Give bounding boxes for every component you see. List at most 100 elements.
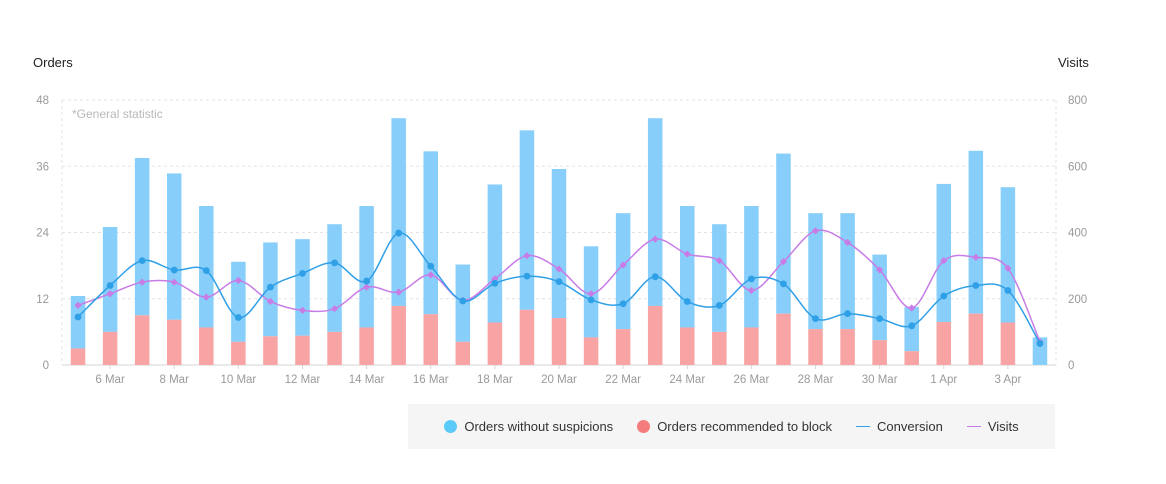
bar-orders-recommended-to-block (519, 309, 535, 365)
visits-point (170, 278, 178, 286)
visits-point (876, 266, 884, 274)
x-tick-label: 22 Mar (605, 374, 641, 386)
bar-orders-without-suspicions (936, 183, 952, 322)
bar-orders-recommended-to-block (70, 348, 86, 365)
legend: Orders without suspicions Orders recomme… (408, 404, 1055, 449)
conversion-point (1004, 287, 1012, 294)
visits-point (1004, 264, 1012, 272)
bar-orders-without-suspicions (808, 213, 823, 330)
conversion-point (202, 267, 210, 274)
purple-line-icon (966, 426, 981, 427)
bar-orders-recommended-to-block (102, 331, 118, 365)
bar-orders-recommended-to-block (199, 327, 214, 365)
legend-item-visits[interactable]: Visits (966, 419, 1019, 434)
conversion-point (972, 282, 980, 289)
conversion-point (780, 280, 787, 288)
visits-point (587, 290, 595, 298)
bar-orders-recommended-to-block (391, 305, 406, 365)
legend-label: Conversion (877, 419, 943, 434)
conversion-point (459, 297, 467, 305)
visits-point (555, 265, 563, 273)
visits-point (74, 301, 82, 309)
conversion-point (363, 277, 371, 285)
legend-label: Orders recommended to block (657, 419, 833, 434)
visits-point (972, 253, 980, 261)
conversion-point (940, 292, 948, 300)
bar-orders-recommended-to-block (968, 313, 984, 365)
y-left-tick-label: 24 (36, 228, 49, 240)
bar-orders-without-suspicions (487, 184, 503, 323)
bar-orders-without-suspicions (359, 206, 374, 328)
x-tick-label: 6 Mar (95, 374, 125, 386)
conversion-point (106, 282, 114, 289)
visits-point (651, 235, 659, 243)
bar-orders-recommended-to-block (776, 313, 791, 365)
x-tick-label: 14 Mar (349, 374, 385, 386)
bar-orders-recommended-to-block (872, 340, 887, 365)
visits-point (779, 258, 788, 266)
bar-orders-recommended-to-block (423, 314, 438, 365)
bar-orders-without-suspicions (70, 295, 86, 349)
legend-item-orders-recommended-to-block[interactable]: Orders recommended to block (637, 419, 832, 434)
bar-orders-recommended-to-block (166, 319, 182, 365)
bar-orders-without-suspicions (423, 151, 438, 315)
legend-label: Orders without suspicions (464, 419, 614, 434)
y-right-tick-label: 0 (1068, 360, 1074, 372)
conversion-point (523, 272, 531, 280)
bar-orders-recommended-to-block (359, 327, 374, 365)
conversion-point (844, 310, 851, 318)
y-right-tick-label: 200 (1068, 294, 1087, 306)
conversion-point (651, 273, 659, 281)
bar-orders-recommended-to-block (263, 336, 278, 365)
conversion-point (555, 278, 563, 286)
x-tick-label: 18 Mar (477, 374, 513, 386)
bar-orders-without-suspicions (551, 169, 567, 319)
blue-dot-icon (444, 420, 458, 433)
y-right-tick-label: 600 (1068, 161, 1087, 173)
combo-chart: 0 0 12 200 24 400 36 600 48 800 6 Mar 8 Mar 10 Mar 12… (33, 55, 1089, 386)
conversion-point (170, 266, 178, 274)
y-left-tick-label: 12 (36, 294, 49, 306)
bar-orders-recommended-to-block (647, 305, 663, 365)
bar-orders-without-suspicions (102, 226, 118, 332)
bar-orders-recommended-to-block (327, 331, 342, 365)
visits-point (843, 238, 852, 247)
bar-orders-without-suspicions (231, 261, 246, 342)
bar-orders-without-suspicions (327, 224, 342, 332)
bar-orders-without-suspicions (519, 130, 535, 310)
legend-item-orders-without-suspicions[interactable]: Orders without suspicions (444, 419, 613, 434)
conversion-point (683, 298, 691, 305)
legend-item-conversion[interactable]: Conversion (856, 419, 943, 434)
visits-point (234, 276, 242, 285)
bar-orders-without-suspicions (776, 153, 791, 314)
visits-point (715, 257, 723, 265)
bar-orders-without-suspicions (872, 254, 887, 341)
bar-orders-recommended-to-block (904, 351, 919, 365)
bar-orders-recommended-to-block (936, 321, 952, 365)
x-tick-label: 10 Mar (220, 374, 256, 386)
visits-point (683, 250, 691, 258)
bar-orders-recommended-to-block (134, 315, 150, 365)
red-dot-icon (637, 420, 651, 433)
conversion-point (619, 300, 627, 308)
bar-orders-recommended-to-block (744, 327, 759, 365)
bar-orders-recommended-to-block (487, 322, 503, 365)
visits-point (395, 288, 403, 296)
bar-orders-recommended-to-block (712, 331, 727, 365)
visits-point (266, 297, 275, 305)
conversion-point (427, 262, 435, 270)
bar-orders-recommended-to-block (583, 337, 599, 365)
conversion-point (138, 257, 146, 265)
bar-orders-recommended-to-block (840, 329, 855, 365)
x-tick-label: 28 Mar (798, 374, 834, 386)
conversion-point (1036, 340, 1044, 347)
visits-point (940, 257, 948, 265)
bar-orders-recommended-to-block (455, 341, 471, 365)
y-left-tick-label: 48 (36, 95, 49, 107)
legend-label: Visits (987, 419, 1019, 434)
conversion-point (267, 283, 274, 291)
x-tick-label: 26 Mar (733, 374, 769, 386)
bars (70, 118, 1048, 365)
bar-orders-without-suspicions (166, 173, 182, 320)
bar-orders-without-suspicions (840, 213, 855, 330)
